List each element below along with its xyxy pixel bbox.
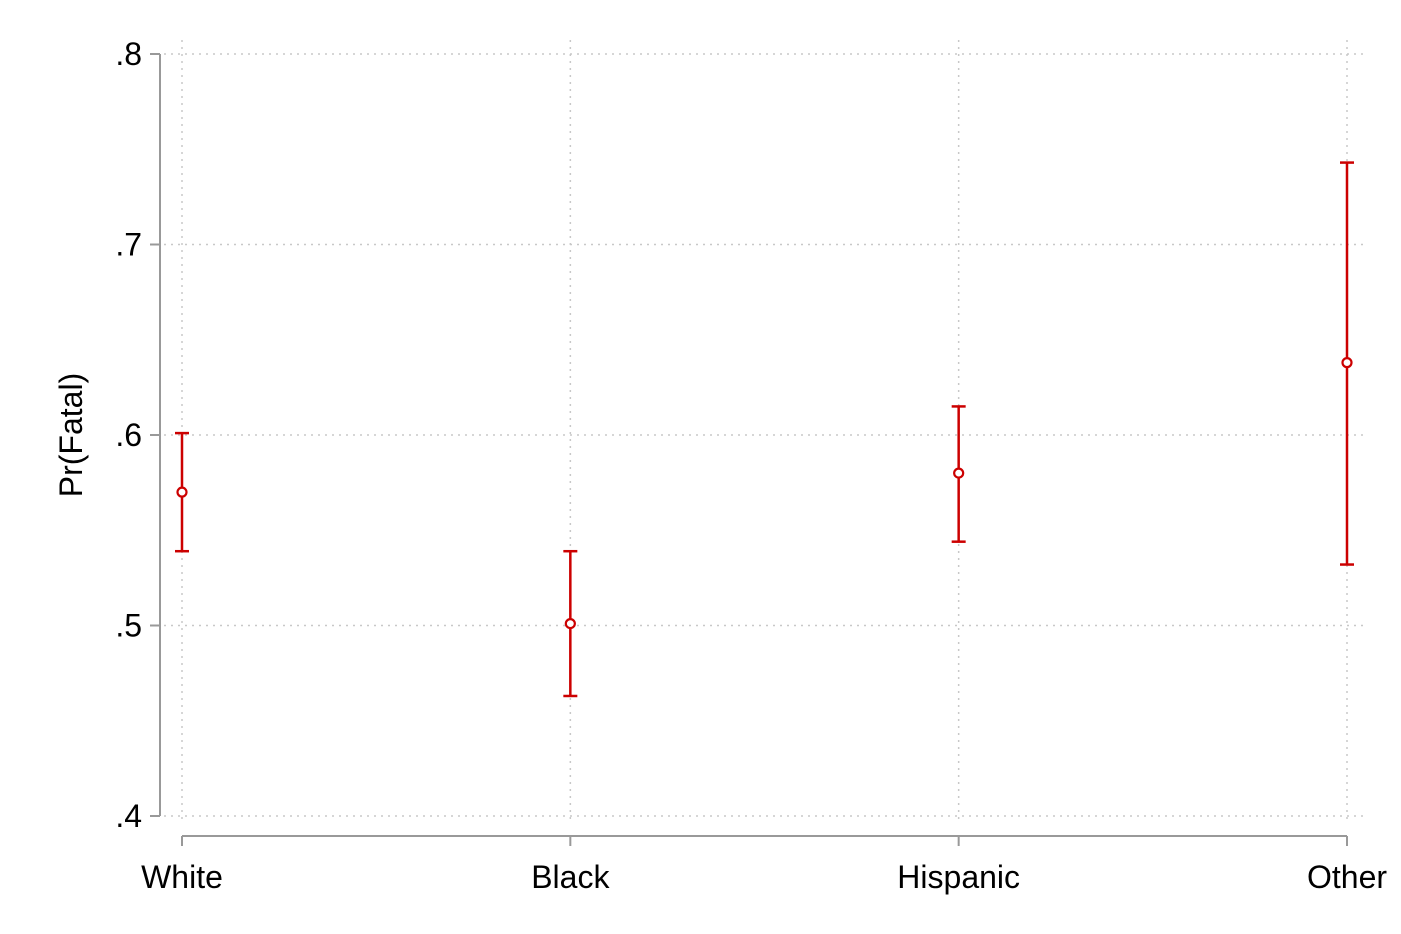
y-tick-label: .4 — [115, 798, 142, 834]
error-bar-group — [951, 405, 966, 543]
estimate-point — [953, 467, 965, 479]
error-bar-group — [563, 549, 578, 698]
y-tick-label: .6 — [115, 417, 142, 453]
y-tick-label: .5 — [115, 608, 142, 644]
x-tick-label: Black — [531, 859, 610, 895]
y-tick-label: .7 — [115, 227, 142, 263]
error-bar-group — [175, 431, 189, 553]
error-bar-group — [1340, 161, 1354, 566]
x-tick-label: Hispanic — [897, 859, 1020, 895]
y-axis-title: Pr(Fatal) — [53, 373, 89, 497]
estimate-point — [564, 617, 576, 630]
estimate-point — [1341, 357, 1353, 369]
data-layer — [175, 161, 1354, 698]
estimate-point — [176, 486, 188, 498]
y-tick-label: .8 — [115, 36, 142, 72]
axis-layer: .4 .5 .6 .7 .8 White Black Hispanic Other — [115, 36, 1387, 895]
x-tick-label: Other — [1307, 859, 1387, 895]
grid-layer — [164, 40, 1368, 820]
x-tick-label: White — [141, 859, 223, 895]
